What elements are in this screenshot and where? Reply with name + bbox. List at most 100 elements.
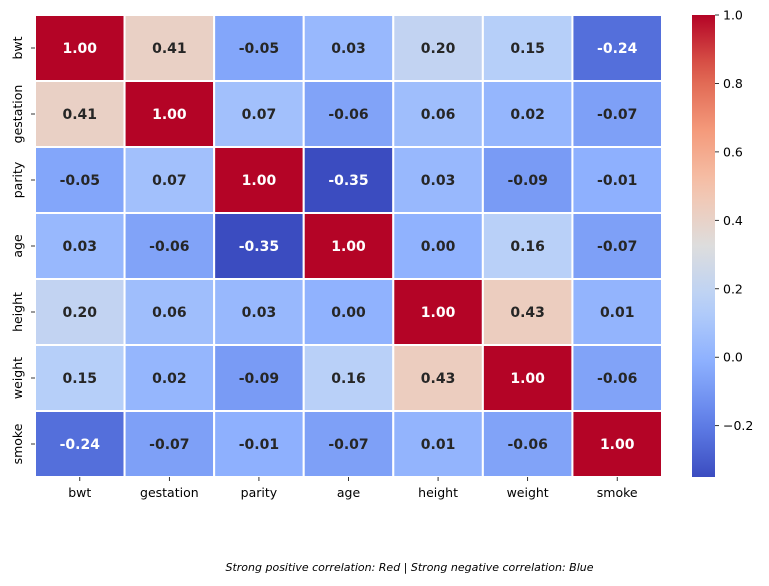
cell-label: -0.07	[597, 107, 637, 123]
cell-label: -0.01	[597, 173, 637, 189]
cell-label: -0.09	[507, 173, 547, 189]
cell-label: 0.06	[421, 107, 456, 123]
cell-label: 0.20	[63, 305, 98, 321]
heatmap-cell-smoke-height	[392, 410, 484, 478]
cell-label: 0.03	[242, 305, 277, 321]
cell-label: 0.16	[510, 239, 545, 255]
heatmap-cell-parity-age	[302, 146, 395, 214]
colorbar-tick-label: 0.6	[723, 144, 743, 159]
cell-label: 0.41	[152, 41, 187, 57]
x-axis-ticks: bwt gestation parity age height weight smoke	[68, 477, 638, 500]
cell-label: -0.05	[60, 173, 100, 189]
x-tick-label: age	[337, 485, 361, 500]
colorbar: −0.2 0.0 0.2 0.4 0.6 0.8 1.0	[692, 8, 753, 477]
cell-label: 0.02	[510, 107, 545, 123]
cell-label: 1.00	[600, 437, 635, 453]
colorbar-tick-label: 0.0	[723, 350, 743, 365]
x-tick-label: height	[418, 485, 458, 500]
heatmap-cell-bwt-weight	[481, 14, 574, 82]
y-tick-label: smoke	[10, 423, 25, 464]
cell-label: 0.16	[331, 371, 366, 387]
cell-label: 0.00	[331, 305, 366, 321]
cell-label: -0.35	[328, 173, 368, 189]
cell-label: -0.06	[597, 371, 637, 387]
heatmap-cell-height-bwt	[34, 278, 126, 346]
x-tick-label: gestation	[140, 485, 199, 500]
y-tick-label: height	[10, 292, 25, 332]
cell-label: 1.00	[63, 41, 98, 57]
heatmap-cell-bwt-gestation	[123, 14, 216, 82]
colorbar-tick-label: 1.0	[723, 8, 743, 23]
heatmap-cell-age-gestation	[123, 212, 216, 280]
cell-label: -0.35	[239, 239, 279, 255]
heatmap-cell-smoke-age	[302, 410, 395, 478]
cell-label: 0.01	[421, 437, 456, 453]
heatmap-cell-gestation-height	[392, 80, 484, 148]
colorbar-tick-label: 0.4	[723, 213, 743, 228]
heatmap-cell-weight-gestation	[123, 344, 216, 412]
colorbar-tick-label: 0.8	[723, 76, 743, 91]
cell-label: 0.07	[152, 173, 187, 189]
cell-label: 0.02	[152, 371, 187, 387]
heatmap-cell-age-bwt	[34, 212, 126, 280]
heatmap-cells	[34, 14, 664, 478]
cell-label: 0.15	[63, 371, 98, 387]
heatmap-cell-age-smoke	[571, 212, 664, 280]
y-tick-label: gestation	[10, 85, 25, 144]
y-tick-label: bwt	[10, 36, 25, 59]
cell-label: -0.05	[239, 41, 279, 57]
heatmap-cell-parity-parity	[213, 146, 305, 214]
cell-label: -0.01	[239, 437, 279, 453]
cell-label: -0.06	[149, 239, 189, 255]
cell-label: 1.00	[242, 173, 277, 189]
cell-label: -0.07	[149, 437, 189, 453]
cell-label: 1.00	[510, 371, 545, 387]
heatmap-cell-smoke-parity	[213, 410, 305, 478]
heatmap-cell-height-parity	[213, 278, 305, 346]
cell-label: -0.09	[239, 371, 279, 387]
heatmap-cell-parity-gestation	[123, 146, 216, 214]
cell-label: -0.07	[328, 437, 368, 453]
heatmap-cell-weight-bwt	[34, 344, 126, 412]
cell-label: 0.03	[63, 239, 98, 255]
y-tick-label: age	[10, 234, 25, 258]
heatmap-cell-age-weight	[481, 212, 574, 280]
heatmap-cell-gestation-smoke	[571, 80, 664, 148]
heatmap-cell-parity-height	[392, 146, 484, 214]
x-tick-label: weight	[507, 485, 549, 500]
cell-label: 0.07	[242, 107, 277, 123]
y-axis-ticks: bwt gestation parity age height weight smoke	[10, 36, 35, 464]
cell-label: 1.00	[331, 239, 366, 255]
cell-label: 0.06	[152, 305, 187, 321]
cell-label: -0.06	[507, 437, 547, 453]
y-tick-label: weight	[10, 357, 25, 399]
cell-label: 0.43	[421, 371, 456, 387]
heatmap-cell-smoke-weight	[481, 410, 574, 478]
cell-label: 0.03	[421, 173, 456, 189]
cell-label: 0.01	[600, 305, 635, 321]
cell-label: 1.00	[421, 305, 456, 321]
cell-label: 0.15	[510, 41, 545, 57]
cell-label: 0.03	[331, 41, 366, 57]
cell-label: 1.00	[152, 107, 187, 123]
heatmap-cell-parity-weight	[481, 146, 574, 214]
heatmap-cell-weight-height	[392, 344, 484, 412]
colorbar-gradient	[692, 15, 715, 477]
y-tick-label: parity	[10, 161, 25, 198]
cell-label: 0.43	[510, 305, 545, 321]
heatmap-cell-parity-smoke	[571, 146, 664, 214]
x-tick-label: bwt	[68, 485, 91, 500]
x-tick-label: smoke	[597, 485, 638, 500]
cell-label: -0.07	[597, 239, 637, 255]
heatmap-cell-gestation-parity	[213, 80, 305, 148]
chart-caption: Strong positive correlation: Red | Stron…	[225, 561, 594, 574]
colorbar-tick-label: −0.2	[723, 418, 753, 433]
cell-label: -0.24	[597, 41, 638, 57]
heatmap-annotations: 1.00 0.41 -0.05 0.03 0.20 0.15 -0.24 0.41 1.00 0.…	[60, 41, 638, 453]
heatmap-cell-weight-smoke	[571, 344, 664, 412]
cell-label: 0.00	[421, 239, 456, 255]
cell-label: -0.24	[60, 437, 101, 453]
heatmap-cell-smoke-smoke	[571, 410, 664, 478]
cell-label: 0.41	[63, 107, 98, 123]
